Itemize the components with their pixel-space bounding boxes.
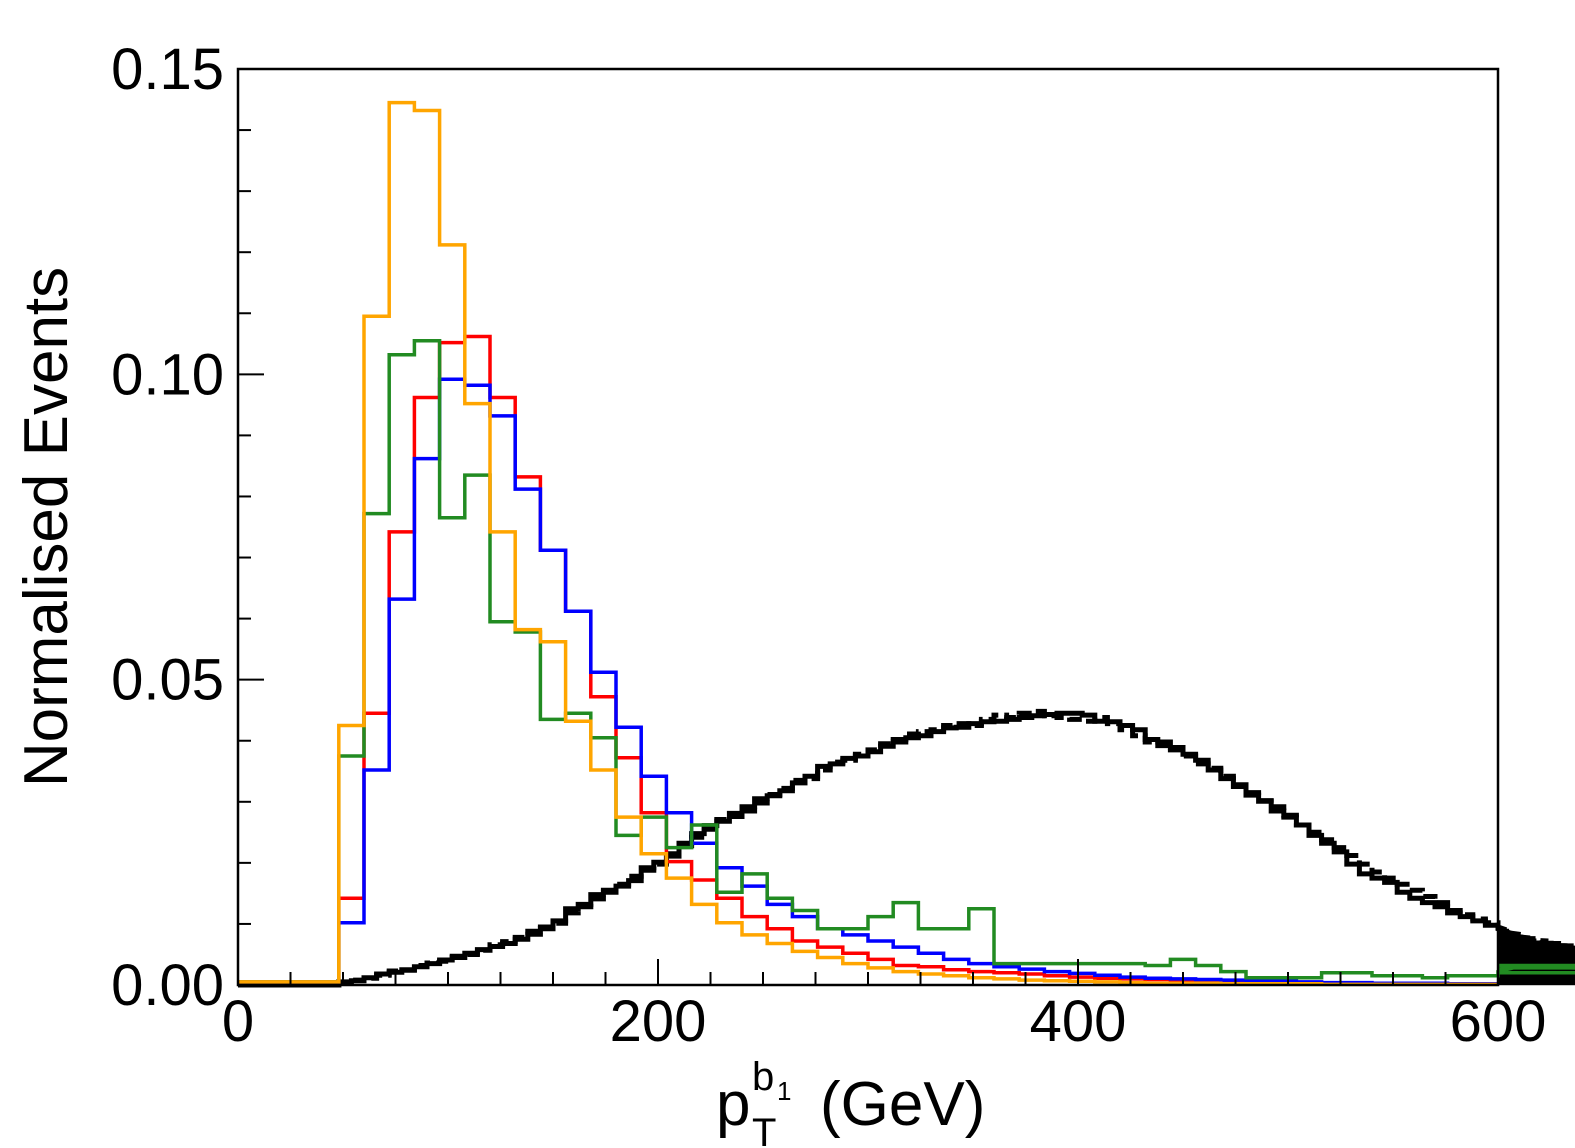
- series-layer: [238, 100, 1575, 988]
- x-tick-label: 400: [1030, 989, 1127, 1054]
- plot-frame: [236, 67, 1500, 987]
- x-axis-title-main: p: [716, 1070, 750, 1139]
- x-tick-label: 200: [610, 989, 707, 1054]
- tick-labels: 0 200 400 600 0.00 0.05 0.10 0.15: [111, 37, 1546, 1054]
- y-tick-label: 0.10: [111, 342, 224, 407]
- series-line-green: [238, 338, 1575, 984]
- x-axis-title-sub: T: [752, 1111, 776, 1148]
- series-line-blue: [238, 377, 1498, 986]
- y-tick-label: 0.00: [111, 953, 224, 1018]
- series-line-orange: [238, 100, 1498, 987]
- x-axis-title-unit: (GeV): [820, 1070, 985, 1139]
- x-tick-label: 600: [1450, 989, 1547, 1054]
- y-tick-label: 0.05: [111, 648, 224, 713]
- series-line-red: [238, 334, 1498, 986]
- y-tick-label: 0.15: [111, 37, 224, 102]
- ticks-layer: [237, 68, 1499, 986]
- series-line-signal-dashed-: [238, 708, 1575, 988]
- x-tick-label: 0: [222, 989, 254, 1054]
- x-axis-title-sup: b: [752, 1055, 774, 1099]
- series-line-signal-solid-: [238, 710, 1575, 988]
- x-axis-title: p b 1 T (GeV): [716, 1055, 985, 1148]
- y-axis-title: Normalised Events: [12, 267, 81, 787]
- x-axis-title-supsub: 1: [777, 1076, 791, 1106]
